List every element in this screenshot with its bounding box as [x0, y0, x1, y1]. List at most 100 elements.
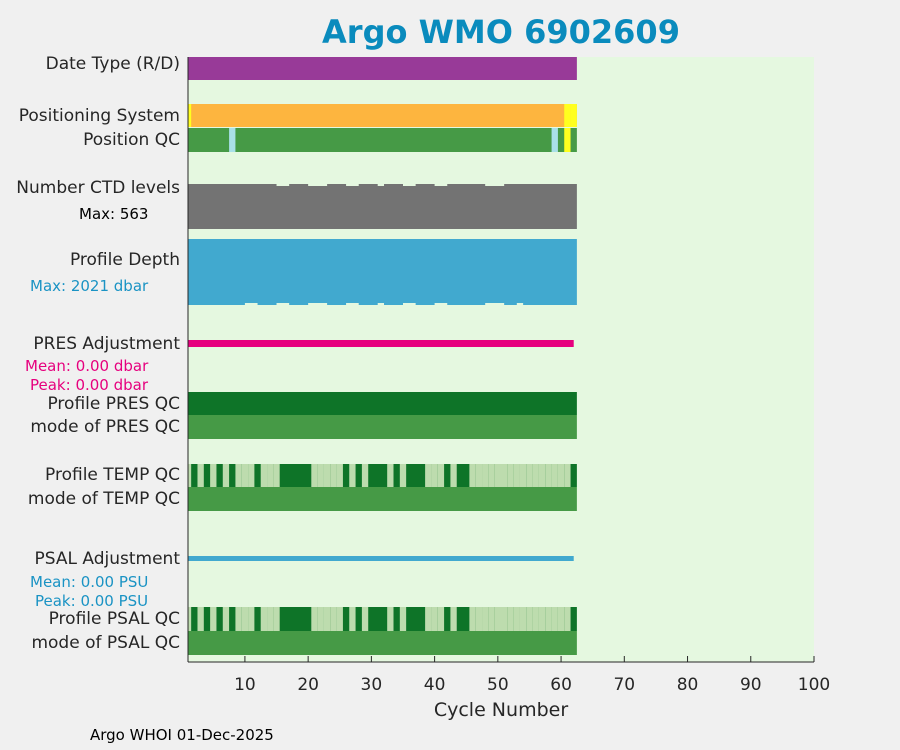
row-label-profile-psal-qc: Profile PSAL QC	[48, 609, 180, 629]
profile-temp-qc-pale-cycle-55	[526, 464, 533, 487]
x-tick-label-30: 30	[361, 675, 383, 695]
profile-depth-notch-2	[276, 303, 290, 305]
pres-adjustment-mean-note: Mean: 0.00 dbar	[25, 357, 149, 375]
profile-temp-qc-pale-cycle-59	[551, 464, 558, 487]
profile-psal-qc-pale-cycle-52	[507, 607, 514, 631]
profile-depth-notch-8	[485, 303, 505, 305]
profile-psal-qc-pale-cycle-60	[557, 607, 565, 631]
position-qc-bar	[188, 128, 577, 152]
mode-psal-qc-bar	[188, 631, 577, 655]
plot-area	[188, 57, 814, 662]
x-tick-label-60: 60	[550, 675, 572, 695]
profile-temp-qc-pale-cycle-27	[349, 464, 356, 487]
profile-temp-qc-pale-cycle-47	[475, 464, 483, 487]
profile-psal-qc-pale-cycle-57	[538, 607, 546, 631]
profile-psal-qc-pale-cycle-7	[222, 607, 230, 631]
x-axis-label: Cycle Number	[433, 699, 569, 721]
ctd-levels-notch-4	[377, 184, 385, 186]
profile-psal-qc-pale-cycle-3	[197, 607, 204, 631]
profile-temp-qc-pale-cycle-60	[557, 464, 565, 487]
profile-temp-qc-pale-cycle-46	[469, 464, 476, 487]
profile-temp-qc-pale-cycle-13	[260, 464, 268, 487]
profile-temp-qc-pale-cycle-49	[488, 464, 495, 487]
profile-depth-notch-1	[244, 303, 258, 305]
profile-psal-qc-pale-cycle-56	[532, 607, 539, 631]
profile-psal-qc-pale-cycle-55	[526, 607, 533, 631]
row-label-date-type: Date Type (R/D)	[45, 54, 180, 74]
row-label-ctd-levels: Number CTD levels	[16, 178, 180, 198]
positioning-alt-cycle-1	[188, 104, 192, 127]
profile-temp-qc-pale-cycle-40	[431, 464, 438, 487]
profile-temp-qc-pale-cycle-39	[425, 464, 432, 487]
psal-adjustment-peak-note: Peak: 0.00 PSU	[35, 592, 149, 610]
profile-psal-qc-pale-cycle-21	[311, 607, 318, 631]
x-tick-label-100: 100	[798, 675, 830, 695]
profile-depth-notch-4	[346, 303, 359, 305]
ctd-levels-notch-2	[308, 184, 328, 186]
profile-temp-qc-pale-cycle-50	[494, 464, 501, 487]
profile-psal-qc-pale-cycle-29	[361, 607, 369, 631]
profile-temp-qc-pale-cycle-41	[437, 464, 445, 487]
chart-title: Argo WMO 6902609	[322, 13, 680, 51]
profile-psal-qc-pale-cycle-59	[551, 607, 558, 631]
date-type-bar	[188, 57, 577, 80]
profile-psal-qc-pale-cycle-9	[235, 607, 242, 631]
profile-temp-qc-pale-cycle-58	[545, 464, 552, 487]
x-tick-label-90: 90	[740, 675, 762, 695]
profile-temp-qc-pale-cycle-24	[330, 464, 337, 487]
profile-psal-qc-pale-cycle-14	[267, 607, 274, 631]
profile-temp-qc-pale-cycle-51	[501, 464, 508, 487]
profile-psal-qc-pale-cycle-58	[545, 607, 552, 631]
x-tick-label-40: 40	[424, 675, 446, 695]
mode-pres-qc-bar	[188, 415, 577, 439]
profile-psal-qc-pale-cycle-41	[437, 607, 445, 631]
profile-depth-notch-3	[308, 303, 328, 305]
profile-temp-qc-pale-cycle-11	[248, 464, 255, 487]
ctd-levels-notch-3	[346, 184, 359, 186]
position-qc-light-cycle-59	[551, 128, 558, 152]
row-label-profile-temp-qc: Profile TEMP QC	[45, 465, 180, 485]
row-label-psal-adjustment: PSAL Adjustment	[34, 549, 180, 569]
profile-temp-qc-pale-cycle-56	[532, 464, 539, 487]
ctd-levels-bar	[188, 184, 577, 229]
profile-temp-qc-pale-cycle-53	[513, 464, 520, 487]
row-label-mode-psal-qc: mode of PSAL QC	[31, 633, 180, 653]
row-label-pres-adjustment: PRES Adjustment	[33, 334, 180, 354]
position-qc-light-cycle-8	[229, 128, 236, 152]
profile-psal-qc-pale-cycle-53	[513, 607, 520, 631]
positioning-alt-cycle-62	[570, 104, 577, 127]
profile-depth-max-note: Max: 2021 dbar	[30, 277, 149, 295]
x-tick-label-70: 70	[613, 675, 635, 695]
profile-temp-qc-pale-cycle-43	[450, 464, 457, 487]
mode-temp-qc-bar	[188, 487, 577, 511]
positioning-bar	[188, 104, 577, 127]
profile-psal-qc-pale-cycle-23	[323, 607, 331, 631]
profile-psal-qc-pale-cycle-40	[431, 607, 438, 631]
x-tick-label-20: 20	[297, 675, 319, 695]
row-label-mode-temp-qc: mode of TEMP QC	[27, 489, 180, 509]
profile-depth-notch-9	[516, 303, 524, 305]
profile-depth-notch-7	[434, 303, 448, 305]
profile-depth-notch-5	[377, 303, 385, 305]
profile-temp-qc-pale-cycle-54	[519, 464, 527, 487]
profile-psal-qc-pale-cycle-61	[564, 607, 571, 631]
profile-psal-qc-pale-cycle-43	[450, 607, 457, 631]
profile-psal-qc-pale-cycle-46	[469, 607, 476, 631]
profile-temp-qc-pale-cycle-15	[273, 464, 280, 487]
profile-psal-qc-pale-cycle-35	[399, 607, 407, 631]
row-label-mode-pres-qc: mode of PRES QC	[30, 417, 180, 437]
profile-temp-qc-pale-cycle-22	[317, 464, 324, 487]
profile-temp-qc-pale-cycle-1	[188, 464, 192, 487]
row-label-profile-pres-qc: Profile PRES QC	[47, 394, 180, 414]
profile-psal-qc-pale-cycle-25	[336, 607, 343, 631]
profile-temp-qc-pale-cycle-3	[197, 464, 204, 487]
profile-psal-qc-pale-cycle-49	[488, 607, 495, 631]
profile-psal-qc-pale-cycle-15	[273, 607, 280, 631]
profile-temp-qc-pale-cycle-57	[538, 464, 546, 487]
profile-pres-qc-bar	[188, 392, 577, 415]
profile-psal-qc-pale-cycle-54	[519, 607, 527, 631]
ctd-levels-notch-1	[276, 184, 290, 186]
profile-temp-qc-pale-cycle-35	[399, 464, 407, 487]
positioning-alt-cycle-61	[564, 104, 571, 127]
profile-psal-qc-pale-cycle-11	[248, 607, 255, 631]
